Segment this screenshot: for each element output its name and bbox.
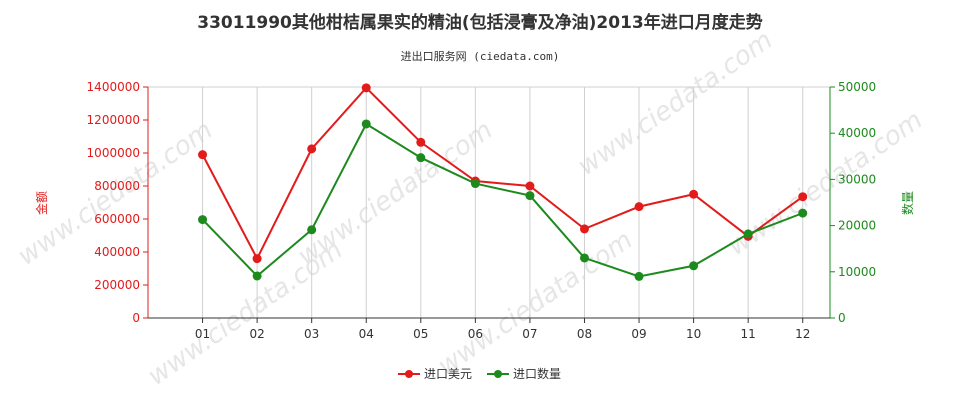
series-2-point — [579, 253, 589, 263]
x-tick-label: 07 — [522, 327, 537, 341]
series-2-point — [689, 261, 699, 271]
x-tick-label: 01 — [195, 327, 210, 341]
y-tick-label-right: 40000 — [838, 126, 876, 140]
x-tick-label: 02 — [249, 327, 264, 341]
watermark-text: www.ciedata.com — [292, 115, 498, 272]
plot-area: 0200000400000600000800000100000012000001… — [87, 80, 877, 341]
series-1-point — [525, 181, 535, 191]
x-tick-label: 12 — [795, 327, 810, 341]
y-tick-label-right: 0 — [838, 311, 846, 325]
y-axis-right-label: 数量 — [900, 191, 915, 215]
watermark-text: www.ciedata.com — [572, 25, 778, 182]
y-tick-label-left: 1200000 — [87, 113, 140, 127]
series-1-point — [689, 189, 699, 199]
y-tick-label-left: 1000000 — [87, 146, 140, 160]
series-1-point — [579, 224, 589, 234]
x-tick-label: 05 — [413, 327, 428, 341]
series-1-point — [798, 192, 808, 202]
series-1-point — [361, 83, 371, 93]
series-1-point — [416, 137, 426, 147]
x-tick-label: 03 — [304, 327, 319, 341]
y-tick-label-right: 50000 — [838, 80, 876, 94]
x-tick-label: 11 — [741, 327, 756, 341]
series-2-point — [634, 271, 644, 281]
chart-title: 33011990其他柑桔属果实的精油(包括浸膏及净油)2013年进口月度走势 — [197, 12, 762, 33]
series-line-1 — [201, 86, 804, 261]
y-tick-label-right: 10000 — [838, 265, 876, 279]
x-tick-label: 06 — [468, 327, 483, 341]
series-1-point — [198, 150, 208, 160]
x-tick-label: 09 — [631, 327, 646, 341]
y-tick-label-right: 30000 — [838, 172, 876, 186]
series-2-point — [798, 208, 808, 218]
y-axis-left-label: 金额 — [34, 191, 49, 215]
y-tick-label-left: 200000 — [94, 278, 140, 292]
series-1-point — [252, 254, 262, 264]
legend-marker-1 — [405, 370, 413, 378]
series-2-point — [307, 225, 317, 235]
series-1-point — [307, 144, 317, 154]
series-2-point — [361, 119, 371, 129]
series-2-point — [525, 191, 535, 201]
y-tick-label-left: 800000 — [94, 179, 140, 193]
y-tick-label-right: 20000 — [838, 219, 876, 233]
legend-label-2: 进口数量 — [513, 366, 561, 381]
x-tick-label: 08 — [577, 327, 592, 341]
y-tick-label-left: 600000 — [94, 212, 140, 226]
y-tick-label-left: 0 — [132, 311, 140, 325]
series-2-point — [416, 153, 426, 163]
y-tick-label-left: 1400000 — [87, 80, 140, 94]
series-2-point — [198, 215, 208, 225]
legend-label-1: 进口美元 — [424, 367, 472, 381]
x-tick-label: 04 — [359, 327, 374, 341]
chart-subtitle: 进出口服务网 (ciedata.com) — [401, 49, 560, 63]
watermark-text: www.ciedata.com — [432, 225, 638, 382]
series-2-point — [470, 179, 480, 189]
legend-marker-2 — [494, 370, 502, 378]
series-1-point — [634, 202, 644, 212]
watermark-text: www.ciedata.com — [722, 105, 928, 262]
series-2-point — [743, 229, 753, 239]
y-tick-label-left: 400000 — [94, 245, 140, 259]
series-line-2 — [201, 122, 804, 278]
legend: 进口美元 进口数量 — [398, 366, 561, 381]
series-2-point — [252, 271, 262, 281]
x-tick-label: 10 — [686, 327, 701, 341]
